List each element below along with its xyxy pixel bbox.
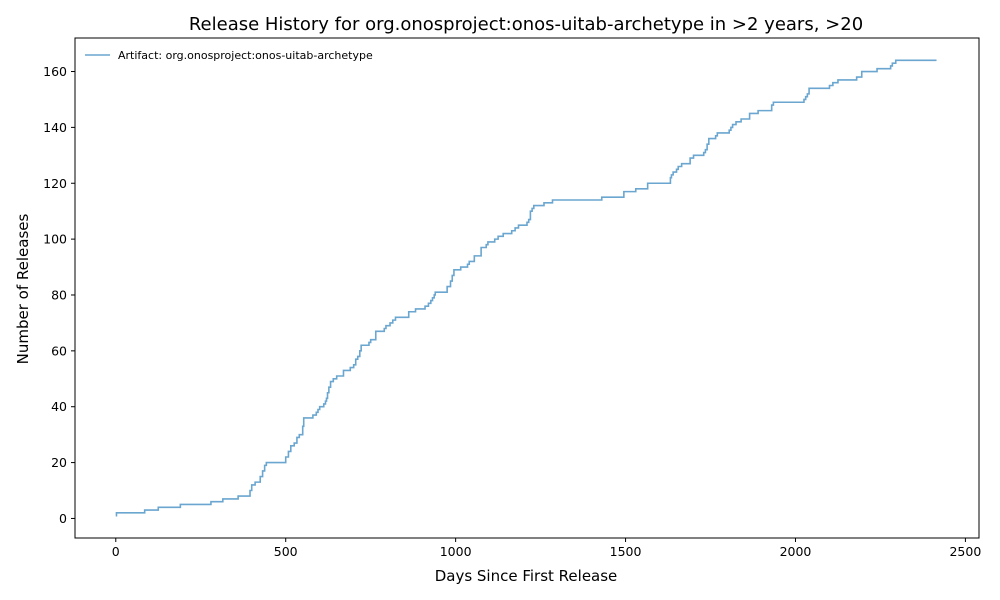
y-axis-ticks: 0 20 40 60 80 100 120 140 160 — [43, 64, 75, 526]
x-tick-label: 0 — [112, 544, 120, 559]
y-axis-label: Number of Releases — [14, 213, 32, 364]
chart-title: Release History for org.onosproject:onos… — [189, 14, 863, 35]
x-tick-label: 2000 — [780, 544, 812, 559]
y-tick-label: 80 — [51, 287, 67, 302]
x-axis-label: Days Since First Release — [435, 567, 618, 585]
y-tick-label: 60 — [51, 343, 67, 358]
y-tick-label: 40 — [51, 399, 67, 414]
series-step-line — [115, 59, 937, 517]
y-tick-label: 100 — [43, 232, 67, 247]
y-tick-label: 160 — [43, 64, 67, 79]
x-tick-label: 2500 — [949, 544, 981, 559]
legend: Artifact: org.onosproject:onos-uitab-arc… — [85, 49, 373, 62]
y-tick-label: 0 — [59, 511, 67, 526]
x-axis-ticks: 0 500 1000 1500 2000 2500 — [112, 538, 981, 559]
series-layer — [115, 59, 937, 517]
x-tick-label: 500 — [274, 544, 298, 559]
x-tick-label: 1000 — [440, 544, 472, 559]
y-tick-label: 140 — [43, 120, 67, 135]
y-tick-label: 120 — [43, 176, 67, 191]
legend-label: Artifact: org.onosproject:onos-uitab-arc… — [118, 49, 373, 62]
y-tick-label: 20 — [51, 455, 67, 470]
x-tick-label: 1500 — [610, 544, 642, 559]
plot-area-frame — [74, 37, 980, 539]
